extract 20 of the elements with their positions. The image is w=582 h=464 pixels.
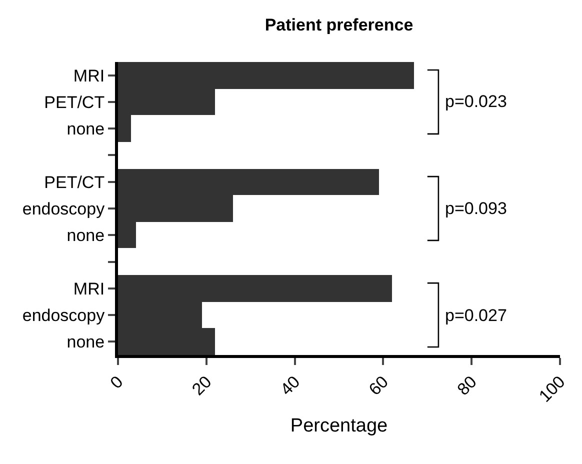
y-tick-label: MRI	[73, 279, 105, 298]
chart-title: Patient preference	[264, 15, 414, 34]
y-tick-label: MRI	[73, 66, 105, 86]
x-tick-label: 0	[106, 372, 127, 392]
x-axis-title: Percentage	[290, 416, 388, 437]
x-tick-label: 100	[535, 372, 569, 406]
y-tick-label: PET/CT	[44, 172, 105, 192]
annotation: p=0.093	[445, 199, 507, 218]
annotation: p=0.023	[445, 92, 507, 111]
x-tick-label: 20	[188, 372, 216, 400]
y-tick-label: none	[66, 120, 105, 139]
x-tick-label: 60	[365, 372, 392, 400]
y-tick-label: none	[66, 332, 105, 352]
y-tick-label: endoscopy	[22, 199, 106, 218]
x-tick-label: 80	[454, 372, 480, 400]
y-tick-label: none	[66, 226, 105, 246]
y-tick-label: endoscopy	[22, 306, 106, 325]
x-tick-label: 40	[276, 372, 304, 400]
y-tick-label: PET/CT	[44, 92, 105, 112]
annotation: p=0.027	[445, 306, 507, 325]
